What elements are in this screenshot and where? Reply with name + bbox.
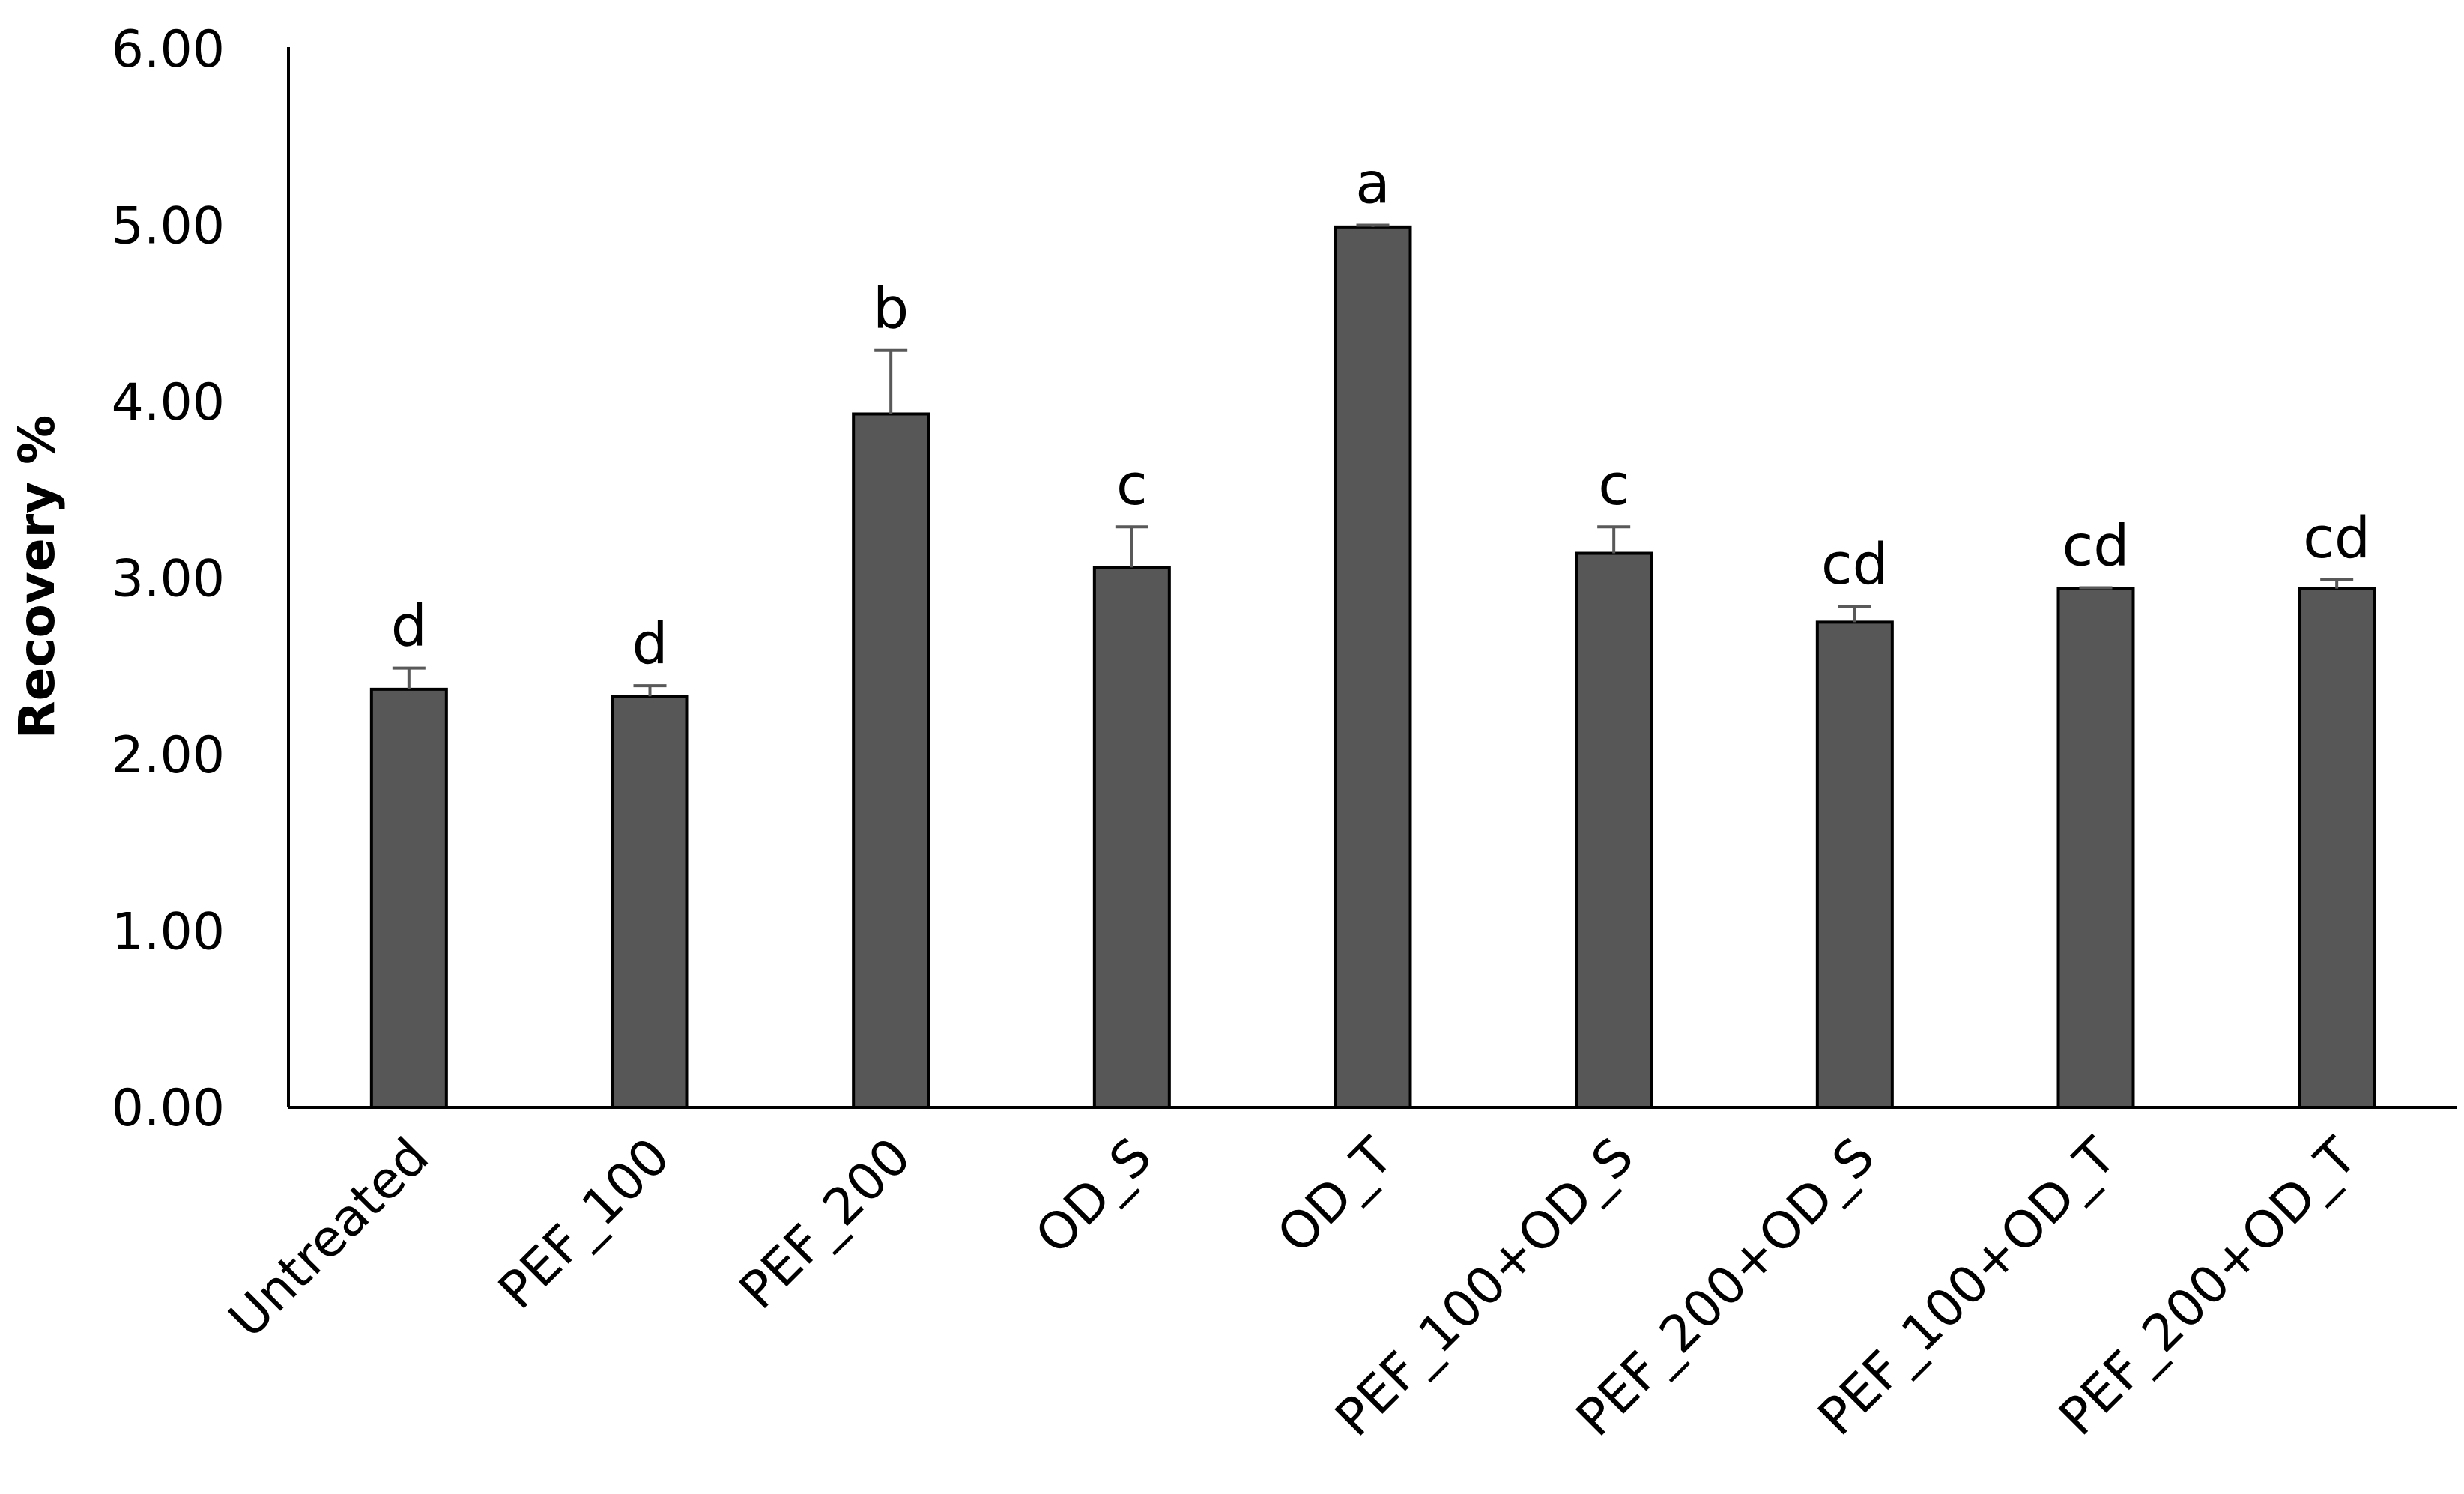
y-axis: 0.00 1.00 2.00 3.00 4.00 5.00 6.00 [112, 20, 290, 1138]
significance-letter: b [873, 275, 909, 342]
x-tick-label: PEF_100 [488, 1127, 682, 1321]
error-bar [1838, 605, 1871, 623]
bar [852, 412, 930, 1109]
y-tick-label: 3.00 [112, 550, 225, 609]
y-tick-label: 5.00 [112, 197, 225, 256]
significance-letter: c [1116, 451, 1148, 518]
bar [369, 687, 448, 1109]
y-tick-label: 1.00 [112, 903, 225, 962]
y-tick-label: 2.00 [112, 726, 225, 785]
significance-letter: cd [2303, 504, 2370, 571]
x-tick-label: OD_S [1025, 1127, 1163, 1265]
significance-letter: a [1355, 150, 1390, 217]
y-axis-title: Recovery % [8, 415, 66, 740]
error-bar [1597, 525, 1631, 554]
error-bar [2320, 578, 2354, 589]
significance-letters: d d b c a c cd cd cd [391, 150, 2370, 677]
significance-letter: d [632, 610, 668, 677]
significance-letter: d [391, 593, 427, 659]
x-tick-label: OD_T [1266, 1127, 1404, 1265]
bars [369, 225, 2376, 1110]
x-tick-label: Untreated [218, 1127, 441, 1349]
bar [611, 695, 689, 1109]
x-tick-label: PEF_200 [728, 1127, 922, 1321]
bar [1815, 620, 1894, 1109]
bar [1092, 566, 1171, 1109]
error-bar [874, 348, 908, 414]
error-bar [633, 684, 667, 697]
y-tick-label: 6.00 [112, 20, 225, 79]
bar [1334, 225, 1412, 1110]
error-bar [2079, 586, 2113, 590]
y-tick-label: 4.00 [112, 373, 225, 432]
y-tick-label: 0.00 [112, 1079, 225, 1138]
significance-letter: cd [1821, 530, 1889, 597]
error-bar [1356, 223, 1390, 227]
bar [1575, 551, 1653, 1109]
error-bar [392, 666, 426, 689]
bar [2056, 587, 2135, 1109]
x-axis: Untreated PEF_100 PEF_200 OD_S OD_TPEF_100+O… [218, 1106, 2457, 1448]
error-bar [1115, 525, 1148, 568]
bar [2298, 587, 2376, 1109]
significance-letter: c [1598, 451, 1629, 518]
significance-letter: cd [2062, 512, 2129, 578]
error-bars [392, 223, 2354, 697]
